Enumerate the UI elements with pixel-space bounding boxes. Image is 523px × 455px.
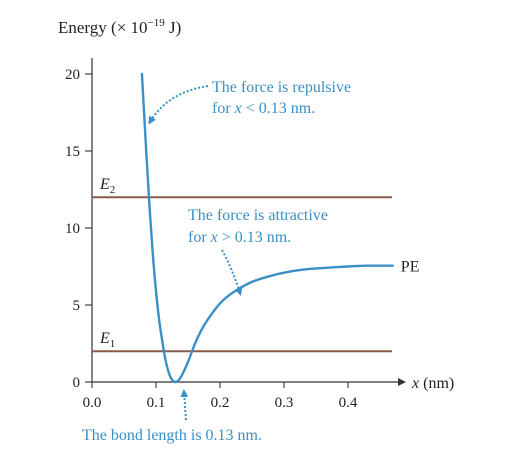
x-axis-arrow (398, 378, 406, 386)
annotation-arrow-bond (180, 389, 189, 421)
x-tick-label: 0.4 (339, 395, 358, 411)
x-tick-label: 0.3 (275, 395, 294, 411)
energy-level-label-e1: E1 (99, 330, 115, 350)
series-label-pe: PE (401, 259, 420, 276)
chart-title: Energy (× 10−19 J) (58, 17, 181, 37)
annotation-arrow-attractive (221, 249, 243, 296)
x-tick-label: 0.2 (211, 395, 230, 411)
y-tick-label: 10 (65, 221, 80, 237)
x-tick-label: 0.1 (147, 395, 166, 411)
annotation-attractive-line2: for x > 0.13 nm. (188, 229, 291, 246)
annotation-repulsive-line1: The force is repulsive (212, 79, 351, 96)
y-tick-label: 20 (65, 67, 80, 83)
x-tick-label: 0.0 (83, 395, 102, 411)
x-axis-label: x (nm) (411, 375, 454, 392)
y-tick-label: 15 (65, 144, 80, 160)
annotation-arrow-repulsive (148, 85, 209, 125)
annotation-attractive-line1: The force is attractive (188, 207, 328, 224)
y-tick-label: 0 (73, 375, 81, 391)
annotation-repulsive-line2: for x < 0.13 nm. (212, 100, 315, 117)
y-tick-label: 5 (73, 298, 81, 314)
energy-level-label-e2: E2 (99, 176, 115, 196)
annotation-bond-length: The bond length is 0.13 nm. (82, 427, 262, 444)
pe-curve (140, 72, 394, 384)
